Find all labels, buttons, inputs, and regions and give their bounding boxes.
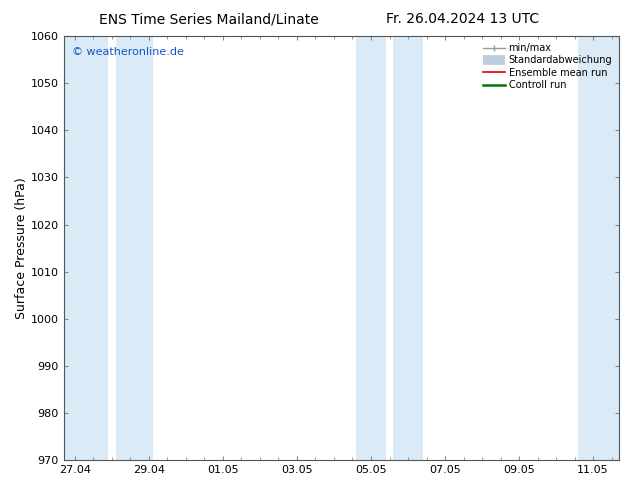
Bar	[578, 36, 619, 460]
Text: © weatheronline.de: © weatheronline.de	[72, 47, 184, 57]
Bar	[356, 36, 386, 460]
Y-axis label: Surface Pressure (hPa): Surface Pressure (hPa)	[15, 177, 28, 319]
Text: ENS Time Series Mailand/Linate: ENS Time Series Mailand/Linate	[100, 12, 319, 26]
Bar	[393, 36, 423, 460]
Bar	[115, 36, 153, 460]
Legend: min/max, Standardabweichung, Ensemble mean run, Controll run: min/max, Standardabweichung, Ensemble me…	[481, 41, 614, 92]
Text: Fr. 26.04.2024 13 UTC: Fr. 26.04.2024 13 UTC	[386, 12, 540, 26]
Bar	[64, 36, 108, 460]
